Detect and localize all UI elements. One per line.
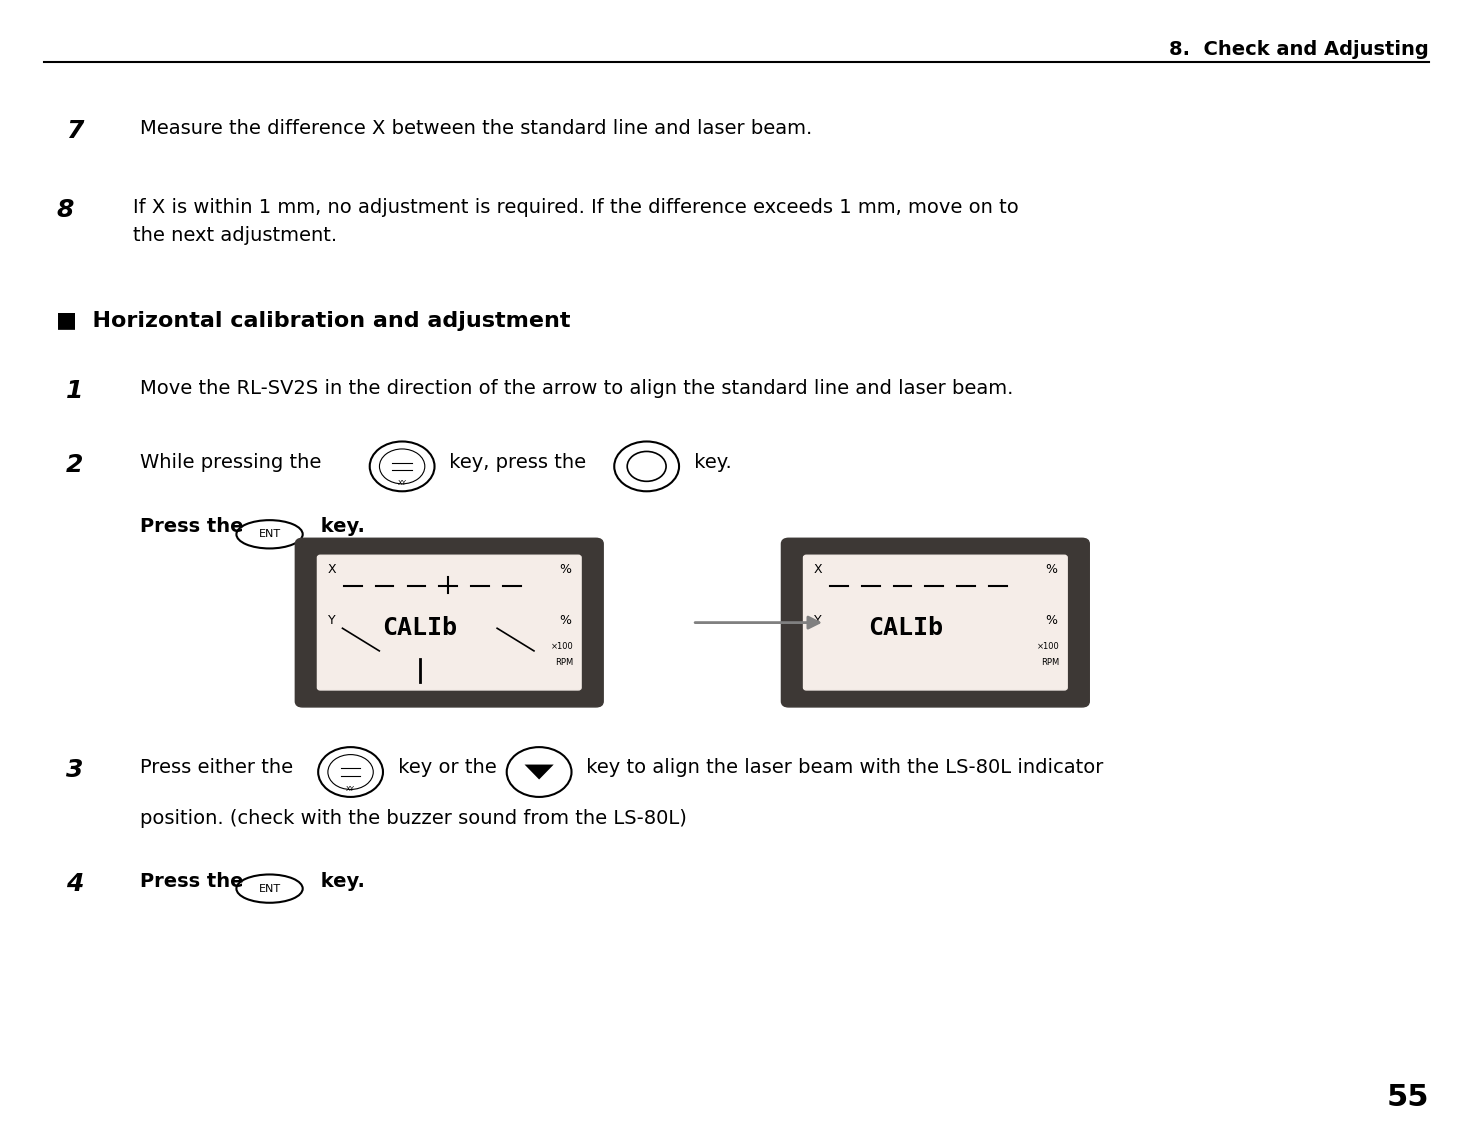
Text: ENT: ENT <box>258 530 281 539</box>
FancyBboxPatch shape <box>781 539 1089 706</box>
Text: key.: key. <box>688 453 732 472</box>
Text: ×100: ×100 <box>551 643 573 652</box>
Text: While pressing the: While pressing the <box>140 453 327 472</box>
Text: 4: 4 <box>66 872 84 895</box>
Text: Y: Y <box>813 614 822 626</box>
Text: RPM: RPM <box>555 659 573 667</box>
Text: ■  Horizontal calibration and adjustment: ■ Horizontal calibration and adjustment <box>56 311 570 332</box>
Polygon shape <box>524 764 554 780</box>
Text: ×100: ×100 <box>1037 643 1059 652</box>
Text: 55: 55 <box>1386 1082 1429 1112</box>
Text: key, press the: key, press the <box>443 453 592 472</box>
Text: Move the RL-SV2S in the direction of the arrow to align the standard line and la: Move the RL-SV2S in the direction of the… <box>140 379 1013 398</box>
Text: RPM: RPM <box>1041 659 1059 667</box>
Text: key.: key. <box>314 872 365 891</box>
FancyBboxPatch shape <box>804 555 1066 689</box>
Text: Y: Y <box>327 614 336 626</box>
Text: key or the: key or the <box>392 758 502 778</box>
Text: 3: 3 <box>66 758 84 782</box>
Text: Press the: Press the <box>140 517 250 537</box>
Text: Measure the difference X between the standard line and laser beam.: Measure the difference X between the sta… <box>140 119 812 138</box>
FancyBboxPatch shape <box>295 539 604 706</box>
Text: Press the: Press the <box>140 872 250 891</box>
Text: 1: 1 <box>66 379 84 403</box>
Text: 8.  Check and Adjusting: 8. Check and Adjusting <box>1170 40 1429 59</box>
Text: ENT: ENT <box>258 884 281 893</box>
Text: X: X <box>813 563 822 576</box>
Text: %: % <box>1044 563 1058 576</box>
Text: key to align the laser beam with the LS-80L indicator: key to align the laser beam with the LS-… <box>580 758 1103 778</box>
Text: If X is within 1 mm, no adjustment is required. If the difference exceeds 1 mm, : If X is within 1 mm, no adjustment is re… <box>133 198 1018 246</box>
Text: X: X <box>327 563 336 576</box>
Text: position. (check with the buzzer sound from the LS-80L): position. (check with the buzzer sound f… <box>140 809 686 829</box>
Text: 2: 2 <box>66 453 84 477</box>
Text: XY: XY <box>346 786 355 791</box>
Text: %: % <box>1044 614 1058 626</box>
Text: Press either the: Press either the <box>140 758 299 778</box>
Text: CALIb: CALIb <box>383 616 457 641</box>
Text: 7: 7 <box>66 119 84 143</box>
Text: CALIb: CALIb <box>869 616 943 641</box>
Text: %: % <box>558 563 570 576</box>
Text: XY: XY <box>398 480 407 486</box>
Text: key.: key. <box>314 517 365 537</box>
Text: 8: 8 <box>56 198 74 222</box>
Text: %: % <box>558 614 570 626</box>
FancyBboxPatch shape <box>317 555 580 689</box>
